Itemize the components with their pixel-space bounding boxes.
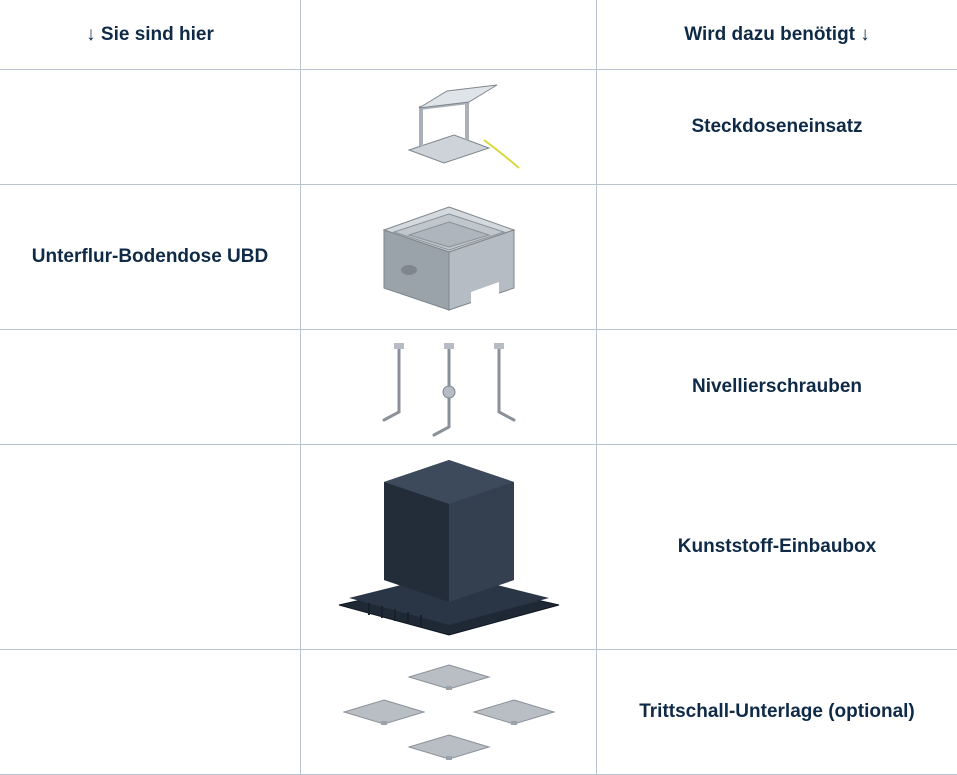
header-left: ↓ Sie sind hier bbox=[0, 0, 300, 69]
row1-image bbox=[300, 185, 597, 329]
row-trittschall: Trittschall-Unterlage (optional) bbox=[0, 650, 957, 775]
row4-right: Trittschall-Unterlage (optional) bbox=[597, 650, 957, 774]
assembly-table: ↓ Sie sind hier Wird dazu benötigt ↓ bbox=[0, 0, 957, 775]
row1-right bbox=[597, 185, 957, 329]
leveling-screws-icon bbox=[364, 337, 534, 437]
row0-right: Steckdoseneinsatz bbox=[597, 70, 957, 184]
row0-left bbox=[0, 70, 300, 184]
row4-image bbox=[300, 650, 597, 774]
row-ubd: Unterflur-Bodendose UBD bbox=[0, 185, 957, 330]
row3-image bbox=[300, 445, 597, 649]
row2-right: Nivellierschrauben bbox=[597, 330, 957, 444]
row-nivellierschrauben: Nivellierschrauben bbox=[0, 330, 957, 445]
row-einbaubox: Kunststoff-Einbaubox bbox=[0, 445, 957, 650]
row4-left bbox=[0, 650, 300, 774]
header-center bbox=[300, 0, 597, 69]
plastic-box-icon bbox=[324, 450, 574, 645]
row1-left: Unterflur-Bodendose UBD bbox=[0, 185, 300, 329]
header-right: Wird dazu benötigt ↓ bbox=[597, 0, 957, 69]
row0-image bbox=[300, 70, 597, 184]
arrow-down-icon: ↓ bbox=[860, 24, 870, 46]
floor-box-icon bbox=[359, 192, 539, 322]
header-left-label: Sie sind hier bbox=[101, 24, 214, 46]
socket-insert-icon bbox=[369, 80, 529, 175]
row3-right: Kunststoff-Einbaubox bbox=[597, 445, 957, 649]
row2-left bbox=[0, 330, 300, 444]
header-right-label: Wird dazu benötigt bbox=[684, 24, 855, 46]
row2-image bbox=[300, 330, 597, 444]
arrow-down-icon: ↓ bbox=[86, 24, 96, 46]
row-steckdoseneinsatz: Steckdoseneinsatz bbox=[0, 70, 957, 185]
row3-left bbox=[0, 445, 300, 649]
header-row: ↓ Sie sind hier Wird dazu benötigt ↓ bbox=[0, 0, 957, 70]
sound-pads-icon bbox=[339, 655, 559, 770]
